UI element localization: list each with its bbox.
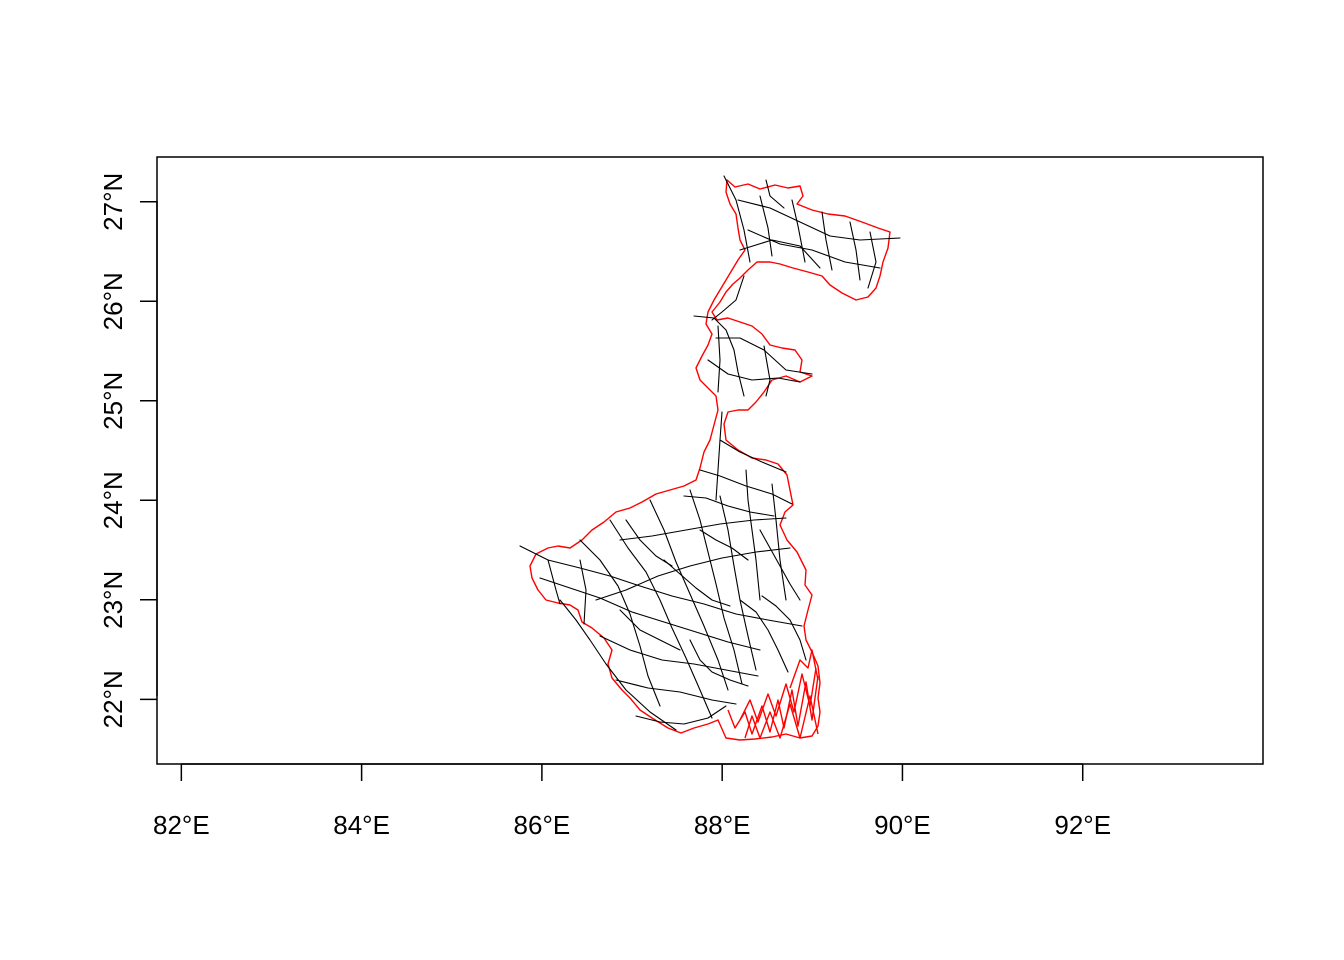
y-tick-label: 23°N [98, 571, 128, 629]
state-boundary [529, 179, 891, 741]
y-axis-ticks: 22°N 23°N 24°N 25°N 26°N 27°N [98, 173, 157, 728]
x-tick-label: 88°E [694, 810, 751, 840]
y-tick-label: 26°N [98, 272, 128, 330]
road-network [519, 175, 901, 731]
x-axis: 82°E 84°E 86°E 88°E 90°E 92°E [153, 763, 1111, 840]
x-tick-label: 82°E [153, 810, 210, 840]
y-tick-label: 25°N [98, 372, 128, 430]
x-axis-ticks: 82°E 84°E 86°E 88°E 90°E 92°E [153, 764, 1111, 840]
x-tick-label: 92°E [1054, 810, 1111, 840]
x-tick-label: 84°E [333, 810, 390, 840]
x-tick-label: 90°E [874, 810, 931, 840]
y-axis: 22°N 23°N 24°N 25°N 26°N 27°N [98, 173, 158, 728]
y-tick-label: 27°N [98, 173, 128, 231]
x-tick-label: 86°E [514, 810, 571, 840]
y-tick-label: 24°N [98, 471, 128, 529]
plot-frame [156, 156, 1264, 765]
y-tick-label: 22°N [98, 670, 128, 728]
